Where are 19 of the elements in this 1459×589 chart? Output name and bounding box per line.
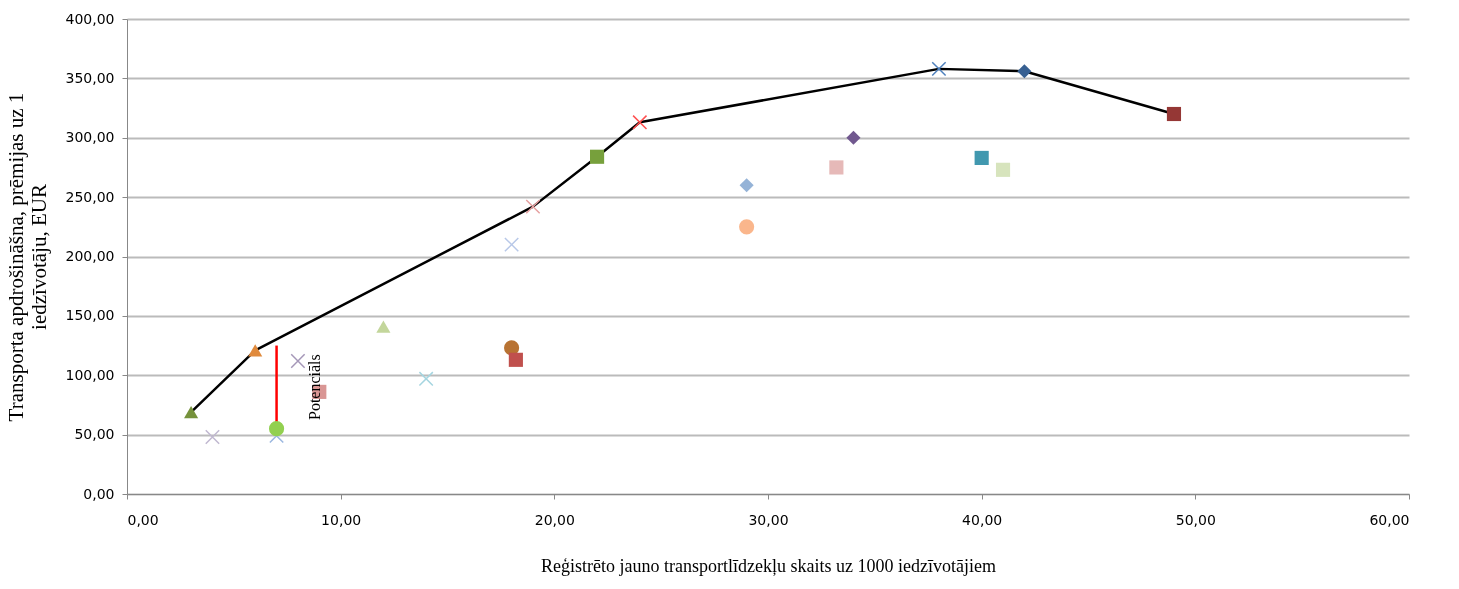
x-axis-title: Reģistrēto jauno transportlīdzekļu skaits uz 1000 iedzīvotājiem <box>541 555 996 576</box>
y-tick-label: 50,00 <box>74 426 115 443</box>
y-axis-title: Transporta apdrošināšna, prēmijas uz 1 iedzīvotāju, EUR <box>3 92 51 422</box>
y-tick-label: 250,00 <box>65 188 115 205</box>
x-tick-label: 40,00 <box>962 511 1003 528</box>
y-tick-label: 300,00 <box>65 129 115 146</box>
y-tick-label: 150,00 <box>65 307 115 324</box>
y-tick-label: 200,00 <box>65 248 115 264</box>
y-tick-label: 100,00 <box>65 366 115 383</box>
x-tick-label: 30,00 <box>748 511 789 528</box>
x-tick-label: 20,00 <box>534 511 575 528</box>
x-tick-label: 0,00 <box>127 511 159 528</box>
x-tick-label: 50,00 <box>1175 511 1216 528</box>
y-tick-label: 0,00 <box>83 485 115 502</box>
x-tick-label: 60,00 <box>1369 511 1410 528</box>
x-tick-label: 10,00 <box>321 511 362 528</box>
y-tick-label: 350,00 <box>65 69 115 86</box>
annotation: Potenciāls <box>306 354 324 421</box>
y-tick-label: 400,00 <box>65 10 115 27</box>
